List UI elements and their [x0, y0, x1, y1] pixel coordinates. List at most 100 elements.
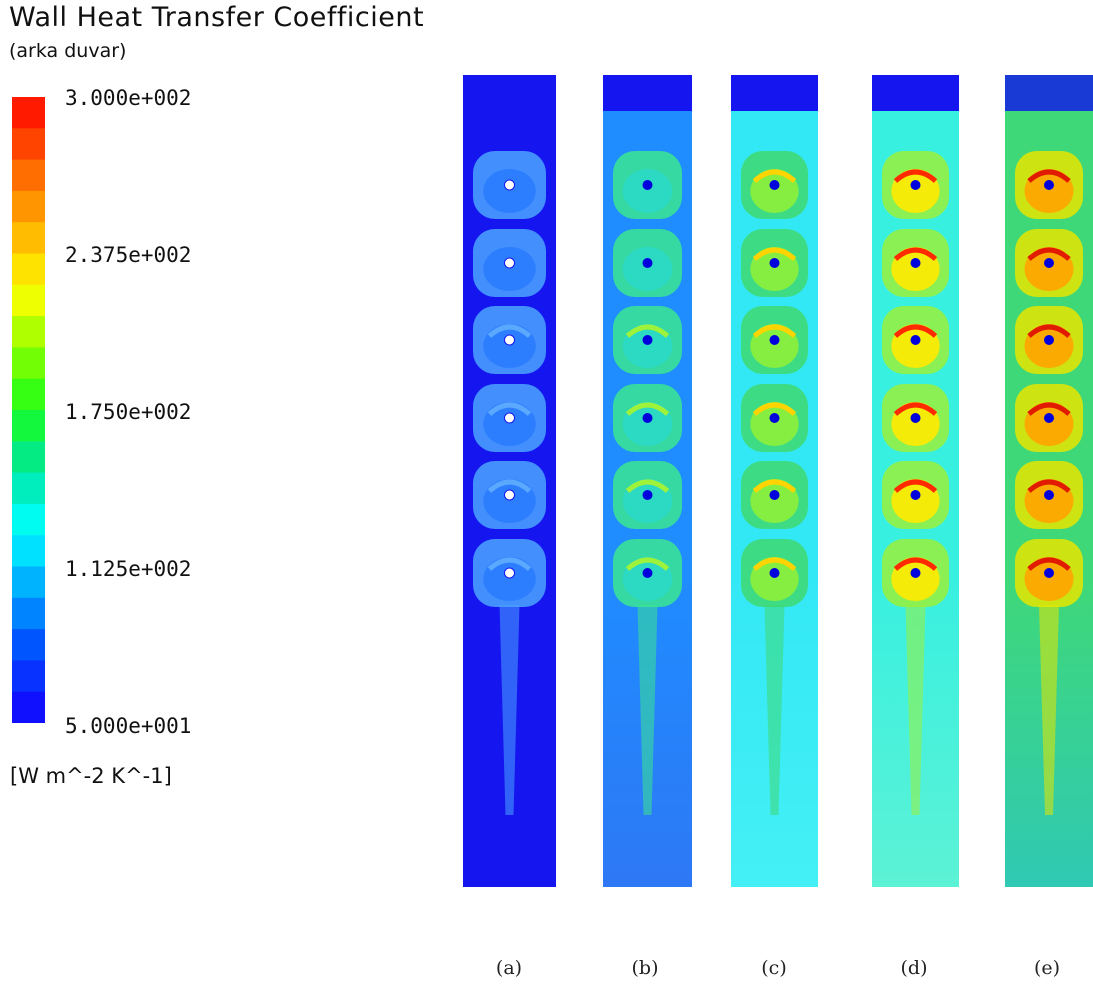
colorbar-band [12, 378, 45, 411]
spot-core [1044, 258, 1054, 268]
spot-core [504, 567, 515, 579]
colorbar-band [12, 253, 45, 286]
spot-inner [622, 479, 673, 523]
panel-top-band [872, 75, 959, 111]
spot-arc [893, 324, 938, 338]
colorbar-units: [W m^-2 K^-1] [10, 764, 172, 788]
spot-core [769, 568, 780, 578]
caption-c: (c) [761, 957, 787, 979]
caption-b: (b) [631, 957, 659, 979]
panel-b [603, 75, 692, 887]
spot-core [769, 490, 780, 500]
caption-a: (a) [495, 957, 523, 979]
spot-inner [891, 324, 940, 368]
spot-core [504, 334, 515, 346]
spot-core [910, 490, 921, 500]
spot-core [910, 180, 921, 190]
contour-panel-e [1005, 75, 1093, 887]
colorbar-band [12, 566, 45, 599]
wake-plume [637, 605, 658, 815]
spot-arc [752, 479, 797, 493]
spot-core [1044, 180, 1054, 190]
spot-core [769, 180, 780, 190]
spot-inner [891, 402, 940, 446]
spot-inner [1024, 247, 1074, 291]
spot-arc [1027, 557, 1071, 571]
wake-plume [499, 605, 520, 815]
colorbar-band [12, 629, 45, 661]
spot-inner [483, 169, 536, 213]
spot-inner [622, 402, 673, 446]
colorbar-tick-4: 1.125e+002 [65, 557, 192, 581]
colorbar [12, 97, 45, 723]
figure-title: Wall Heat Transfer Coefficient [9, 2, 425, 33]
colorbar-band [12, 316, 45, 348]
spot-core [1044, 490, 1054, 500]
heat-spot [1015, 229, 1083, 297]
heat-spot [1015, 384, 1083, 452]
spot-arc [893, 247, 938, 261]
colorbar-band [12, 97, 45, 129]
spot-inner [1024, 402, 1074, 446]
spot-inner [1024, 169, 1074, 213]
spot-arc [1027, 169, 1071, 183]
spot-arc [752, 247, 797, 261]
spot-arc [625, 479, 670, 493]
colorbar-band [12, 472, 45, 505]
spot-arc [893, 402, 938, 416]
colorbar-band [12, 691, 45, 723]
spot-arc [752, 402, 797, 416]
spot-inner [750, 557, 799, 601]
heat-spot [741, 306, 808, 374]
spot-core [769, 258, 780, 268]
heat-spot [882, 229, 949, 297]
heat-spot [473, 539, 546, 607]
colorbar-tick-3: 1.750e+002 [65, 400, 192, 424]
colorbar-band [12, 410, 45, 442]
panel-top-band [1005, 75, 1093, 111]
colorbar-band [12, 347, 45, 380]
spot-core [642, 490, 653, 500]
colorbar-bands [12, 97, 45, 723]
figure-subtitle: (arka duvar) [9, 40, 127, 62]
panel-top-band [603, 75, 692, 111]
spot-inner [1024, 557, 1074, 601]
spot-inner [483, 479, 536, 523]
spot-arc [752, 557, 797, 571]
spot-arc [487, 402, 532, 416]
spot-core [642, 568, 653, 578]
colorbar-band [12, 222, 45, 255]
heat-spot [473, 384, 546, 452]
heat-spot [473, 306, 546, 374]
colorbar-tick-min: 5.000e+001 [65, 714, 192, 738]
heat-spot [1015, 151, 1083, 219]
colorbar-band [12, 597, 45, 630]
spot-inner [483, 324, 536, 368]
heat-spot [741, 384, 808, 452]
spot-core [504, 179, 515, 191]
panel-top-band [463, 75, 556, 111]
heat-spot [613, 229, 682, 297]
spot-arc [752, 169, 797, 183]
spot-inner [483, 557, 536, 601]
heat-spot [741, 151, 808, 219]
contour-panel-d [872, 75, 959, 887]
heat-spot [1015, 539, 1083, 607]
heat-spot [613, 461, 682, 529]
spot-core [910, 258, 921, 268]
wake-plume [1039, 605, 1059, 815]
heat-spot [613, 306, 682, 374]
contour-panel-a [463, 75, 556, 887]
spot-arc [625, 402, 670, 416]
spot-inner [891, 169, 940, 213]
spot-core [1044, 413, 1054, 423]
spot-arc [487, 557, 532, 571]
spot-core [910, 568, 921, 578]
heat-spot [473, 461, 546, 529]
heat-spot [741, 461, 808, 529]
spot-arc [1027, 402, 1071, 416]
heat-spot [741, 229, 808, 297]
spot-inner [622, 557, 673, 601]
spot-core [504, 257, 515, 269]
spot-core [504, 412, 515, 424]
